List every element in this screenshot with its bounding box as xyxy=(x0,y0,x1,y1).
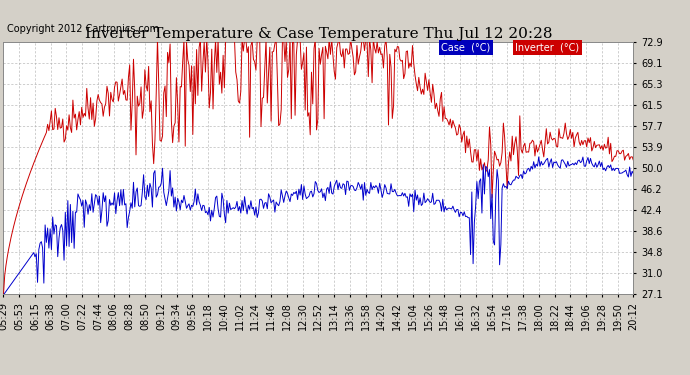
Title: Inverter Temperature & Case Temperature Thu Jul 12 20:28: Inverter Temperature & Case Temperature … xyxy=(85,27,552,41)
Text: Inverter  (°C): Inverter (°C) xyxy=(515,42,579,52)
Text: Case  (°C): Case (°C) xyxy=(442,42,491,52)
Text: Copyright 2012 Cartronics.com: Copyright 2012 Cartronics.com xyxy=(7,24,159,34)
